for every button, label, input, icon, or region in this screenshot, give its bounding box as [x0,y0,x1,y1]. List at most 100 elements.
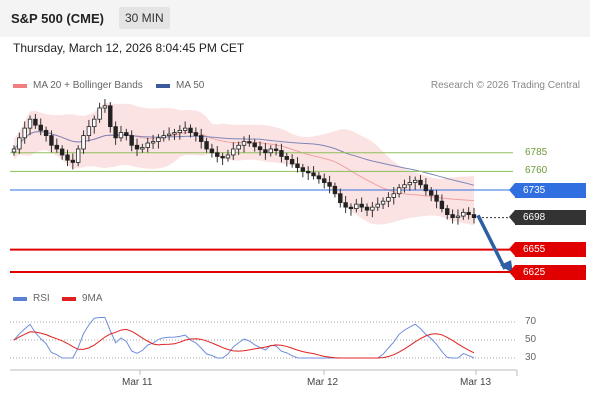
candle-body [466,211,471,215]
candle-body [279,150,284,157]
candle-body [97,107,102,120]
candle-body [439,200,445,210]
price-tag-6625: 6625 [509,264,586,280]
candle-body [263,149,268,154]
candle-body [407,182,413,186]
x-label-mar11: Mar 11 [122,377,153,388]
candle-body [113,126,118,139]
candle-body [43,129,49,136]
research-credit: Research © 2026 Trading Central [430,80,580,91]
candle-body [332,185,338,195]
rsi-tick-70: 70 [525,316,537,327]
candle-body [182,127,188,131]
legend-bollinger: MA 20 + Bollinger Bands [13,80,143,91]
candle-body [129,135,134,146]
candle-body [327,182,332,187]
candle-body [150,141,156,144]
candle-body [166,133,172,136]
bollinger-band [14,102,474,226]
candle-body [257,146,263,151]
legend-9ma: 9MA [62,293,103,304]
candle-body [209,148,215,154]
candle-body [268,148,273,154]
candle-body [359,203,364,208]
candle-body [252,142,257,148]
candle-body [273,148,279,151]
candle-body [322,178,327,183]
candle-body [54,144,59,150]
price-tag-6735: 6735 [509,182,586,198]
candle-body [193,132,199,136]
rsi-ma-line [13,328,475,359]
candle-body [300,167,306,172]
instrument-title: S&P 500 (CME) [11,11,104,26]
candle-body [231,148,236,156]
candle-body [396,187,402,195]
candle-body [140,147,145,150]
candle-body [236,144,241,150]
candle-body [33,118,38,126]
candle-body [49,135,54,146]
candle-body [199,135,204,142]
legend-label-rsi: RSI [33,293,50,304]
candle-body [311,172,316,177]
candle-body [134,144,140,150]
legend-label-bollinger: MA 20 + Bollinger Bands [33,80,143,91]
candle-body [161,135,166,139]
candle-body [338,193,343,204]
candle-body [204,141,209,150]
candle-body [59,148,65,156]
candle-body [215,152,220,157]
candle-body [65,154,70,161]
header-bar: S&P 500 (CME) 30 MIN [0,0,590,37]
candle-body [247,141,252,144]
candle-body [156,137,161,142]
candle-body [471,214,477,218]
candle-body [108,105,113,128]
legend-label-ma50: MA 50 [176,80,205,91]
candle-body [188,127,193,134]
candle-body [81,135,86,150]
candle-body [391,193,396,198]
x-label-mar13: Mar 13 [460,377,492,388]
candle-body [86,126,92,136]
candle-body [220,156,225,159]
legend-swatch-ma50 [156,83,170,88]
timestamp: Thursday, March 12, 2026 8:04:45 PM CET [13,41,245,55]
candle-body [375,203,380,208]
x-label-mar12: Mar 12 [307,377,339,388]
candle-body [402,184,407,189]
candle-body [461,211,466,217]
rsi-line [13,317,475,359]
legend-ma50: MA 50 [156,80,204,91]
forecast-arrow-shaft [476,214,507,270]
legend-rsi: RSI [13,293,50,304]
candle-body [445,208,450,216]
candle-body [38,124,43,131]
candle-body [305,170,311,174]
candle-body [289,159,295,165]
candle-body [412,179,418,183]
level-label-6760: 6760 [525,165,548,177]
legend-swatch-rsi [13,296,27,301]
candle-body [118,132,124,139]
candle-body [241,141,247,146]
legend-label-9ma: 9MA [82,293,103,304]
candle-body [17,137,22,150]
candle-body [295,163,300,169]
candle-body [423,184,429,192]
candle-body [145,142,150,148]
candle-body [380,200,386,205]
candle-body [225,154,231,159]
rsi-tick-30: 30 [525,352,537,363]
candle-body [429,190,434,196]
candle-body [450,214,455,218]
candle-body [364,206,370,211]
candle-body [370,206,375,211]
candle-body [124,132,129,136]
interval-button[interactable]: 30 MIN [119,7,170,29]
candle-body [75,148,81,163]
candle-body [348,206,354,210]
candle-body [172,132,177,135]
